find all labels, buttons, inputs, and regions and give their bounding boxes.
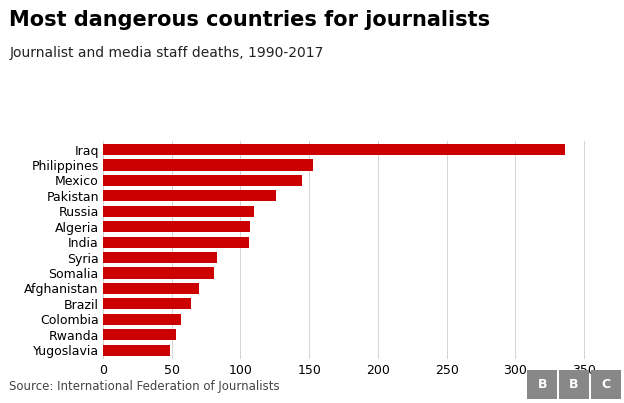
Text: B: B <box>569 378 579 391</box>
Text: Most dangerous countries for journalists: Most dangerous countries for journalists <box>9 10 490 30</box>
Text: Journalist and media staff deaths, 1990-2017: Journalist and media staff deaths, 1990-… <box>9 46 324 60</box>
Bar <box>103 252 217 263</box>
Bar <box>103 268 214 278</box>
Text: Source: International Federation of Journalists: Source: International Federation of Jour… <box>9 380 280 393</box>
Bar <box>103 298 191 310</box>
Bar <box>103 206 254 217</box>
Bar <box>103 237 248 248</box>
Bar <box>103 345 170 356</box>
Bar <box>103 283 199 294</box>
Bar <box>103 160 313 170</box>
Bar <box>103 221 250 232</box>
Bar <box>103 144 565 155</box>
Text: B: B <box>537 378 547 391</box>
Bar <box>103 329 176 340</box>
Bar <box>103 190 276 202</box>
Text: C: C <box>602 378 610 391</box>
Bar <box>103 175 302 186</box>
Bar <box>103 314 182 325</box>
